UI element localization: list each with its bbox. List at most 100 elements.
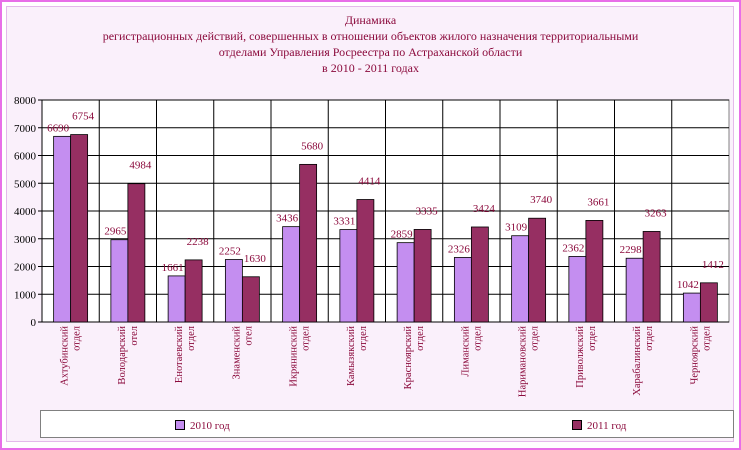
x-tick-label-line: Ахтубинский <box>60 326 71 386</box>
x-tick-label: Камызякскийотдел <box>346 326 369 386</box>
x-tick-label: Приволжскийотдел <box>575 326 598 388</box>
x-tick-label: Красноярскийотдел <box>403 326 426 390</box>
bar-2011 <box>70 134 89 323</box>
x-tick-label-line: отдел <box>701 326 712 351</box>
x-tick-label-line: Красноярский <box>403 326 414 390</box>
y-tick-label: 1000 <box>14 289 37 301</box>
x-tick-label-line: Черноярский <box>689 326 700 385</box>
x-tick-label: Черноярскийотдел <box>689 326 712 385</box>
x-tick-label: Знаменскийотел <box>231 326 254 380</box>
x-tick-label-line: отдел <box>644 326 655 351</box>
bar-2011 <box>356 199 375 323</box>
data-label-2010: 2859 <box>391 229 414 241</box>
data-label-2011: 1630 <box>244 253 267 265</box>
x-tick-label: Енотаевскийотдел <box>174 326 197 383</box>
bar-2010 <box>625 257 644 323</box>
chart-subtitle-line-1: регистрационных действий, совершенных в … <box>102 29 639 43</box>
x-tick-label: Наримановскийотдел <box>518 326 541 397</box>
x-tick-label-line: отдел <box>186 326 197 351</box>
x-tick-label: Володарскийотел <box>117 326 140 385</box>
data-label-2010: 6690 <box>47 122 70 134</box>
data-label-2010: 1042 <box>677 279 699 291</box>
bar-2011 <box>127 183 146 323</box>
x-tick-label-line: отдел <box>587 326 598 351</box>
bar-2011 <box>413 229 432 323</box>
bar-2010 <box>511 235 530 323</box>
data-label-2010: 2362 <box>562 242 584 254</box>
data-label-2010: 3331 <box>333 216 355 228</box>
y-tick-label: 0 <box>31 317 37 329</box>
legend-item-2010: 2010 год <box>175 420 230 432</box>
x-tick-label-line: Знаменский <box>231 326 242 380</box>
legend-swatch-2010 <box>175 420 185 430</box>
x-tick-label: Ахтубинскийотдел <box>60 326 83 386</box>
data-label-2010: 2252 <box>219 246 241 258</box>
chart-subtitle-line-3: в 2010 - 2011 годах <box>322 61 419 75</box>
x-tick-label-line: Лиманский <box>460 326 471 377</box>
x-tick-label-line: Енотаевский <box>174 326 185 383</box>
data-label-2011: 2238 <box>187 236 210 248</box>
x-tick-label-line: Камызякский <box>346 326 357 386</box>
y-tick-label: 3000 <box>14 234 37 246</box>
bar-2010 <box>167 275 186 323</box>
x-tick-label-line: отдел <box>358 326 369 351</box>
data-label-2011: 3740 <box>530 194 553 206</box>
bar-2010 <box>53 135 72 323</box>
data-label-2011: 3424 <box>473 203 496 215</box>
x-tick-label: Лиманскийотдел <box>460 326 483 377</box>
data-label-2011: 3335 <box>416 205 439 217</box>
y-tick-label: 8000 <box>14 95 37 107</box>
legend-label-2011: 2011 год <box>587 420 627 432</box>
legend-label-2010: 2010 год <box>190 420 230 432</box>
legend-swatch-2011 <box>572 420 582 430</box>
data-label-2010: 2326 <box>448 243 471 255</box>
x-tick-label-line: Харабалинский <box>632 326 643 396</box>
x-tick-label-line: отдел <box>301 326 312 351</box>
bar-2011 <box>528 217 547 323</box>
legend: 2010 год 2011 год <box>40 410 734 438</box>
data-label-2010: 3436 <box>276 213 299 225</box>
data-label-2010: 2965 <box>104 226 127 238</box>
data-label-2010: 3109 <box>505 222 528 234</box>
bar-2011 <box>184 259 203 323</box>
data-label-2011: 5680 <box>301 140 324 152</box>
x-tick-label-line: отдел <box>415 326 426 351</box>
x-tick-label-line: Приволжский <box>575 326 586 388</box>
data-label-2011: 3263 <box>645 207 668 219</box>
x-tick-label-line: отел <box>129 326 140 346</box>
x-tick-label-line: отдел <box>530 326 541 351</box>
bar-2010 <box>682 292 701 323</box>
bar-2010 <box>224 259 243 323</box>
bar-2010 <box>396 242 415 323</box>
bar-2011 <box>699 282 718 323</box>
data-label-2011: 4984 <box>129 160 152 172</box>
y-tick-label: 6000 <box>14 151 37 163</box>
x-tick-label-line: отдел <box>72 326 83 351</box>
x-tick-label: Икрянинскийотдел <box>289 326 312 387</box>
bar-2010 <box>339 229 358 323</box>
y-tick-label: 2000 <box>14 262 37 274</box>
data-label-2011: 6754 <box>72 111 95 123</box>
chart-subtitle-line-2: отделами Управления Росреестра по Астрах… <box>218 45 523 59</box>
x-tick-label-line: Наримановский <box>518 326 529 397</box>
bar-2010 <box>453 257 472 323</box>
legend-item-2011: 2011 год <box>572 420 626 432</box>
data-label-2011: 3661 <box>587 196 609 208</box>
bar-2010 <box>110 239 129 323</box>
data-label-2011: 1412 <box>702 259 724 271</box>
bar-2011 <box>299 163 318 323</box>
data-label-2010: 2298 <box>620 244 643 256</box>
data-label-2011: 4414 <box>358 176 381 188</box>
bar-2011 <box>241 276 260 323</box>
chart-title-block: Динамика регистрационных действий, совер… <box>0 12 741 76</box>
bar-2011 <box>585 220 604 323</box>
y-tick-label: 5000 <box>14 178 37 190</box>
bar-2011 <box>642 231 661 323</box>
y-tick-label: 7000 <box>14 123 37 135</box>
bar-2010 <box>568 256 587 323</box>
bar-2011 <box>470 226 489 323</box>
x-tick-label-line: Володарский <box>117 326 128 385</box>
x-tick-label-line: отел <box>243 326 254 346</box>
data-label-2010: 1661 <box>162 262 184 274</box>
